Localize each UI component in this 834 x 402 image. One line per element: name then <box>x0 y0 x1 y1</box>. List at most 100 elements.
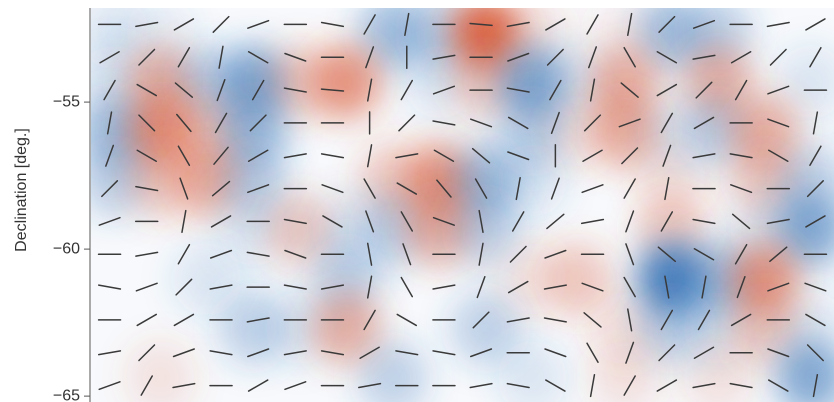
polarization-segment <box>97 284 122 290</box>
polarization-segment <box>478 209 484 233</box>
polarization-segment <box>432 120 456 126</box>
polarization-segment <box>396 313 418 327</box>
polarization-segment <box>806 180 824 198</box>
polarization-segment <box>471 147 491 164</box>
intensity-blob <box>450 192 521 267</box>
polarization-segment <box>806 344 824 362</box>
polarization-segment <box>506 317 530 323</box>
polarization-segment <box>766 218 790 225</box>
polarization-segment <box>586 342 599 364</box>
polarization-segment <box>366 275 373 299</box>
polarization-segment <box>321 184 344 194</box>
polarization-segment <box>730 313 752 327</box>
polarization-segment <box>284 52 307 62</box>
polarization-segment <box>106 111 113 135</box>
polarization-segment <box>693 116 715 130</box>
polarization-segment <box>436 179 452 198</box>
polarization-segment <box>469 382 493 389</box>
polarization-segment <box>247 348 270 358</box>
polarization-segment <box>656 83 678 97</box>
polarization-segment <box>432 216 456 226</box>
polarization-vectors <box>97 12 828 398</box>
polarization-segment <box>588 46 598 69</box>
polarization-segment <box>212 15 230 33</box>
polarization-segment <box>135 185 159 192</box>
polarization-segment <box>506 87 530 93</box>
polarization-segment <box>692 54 716 60</box>
polarization-segment <box>623 276 636 298</box>
polarization-segment <box>692 19 716 29</box>
polarization-segment <box>181 209 187 233</box>
polarization-segment <box>216 78 226 102</box>
polarization-segment <box>246 317 270 323</box>
polarization-segment <box>249 114 267 132</box>
polarization-segment <box>809 145 822 167</box>
polarization-segment <box>175 278 193 296</box>
polarization-segment <box>769 246 788 263</box>
polarization-segment <box>730 184 753 194</box>
polarization-segment <box>583 114 602 132</box>
polarization-segment <box>177 243 191 265</box>
polarization-segment <box>692 218 716 225</box>
polarization-segment <box>474 178 488 199</box>
polarization-segment <box>736 275 746 299</box>
polarization-segment <box>469 118 493 128</box>
polarization-segment <box>472 311 490 329</box>
polarization-segment <box>136 149 158 162</box>
polarization-segment <box>729 153 753 159</box>
polarization-segment <box>660 309 674 331</box>
polarization-segment <box>177 46 191 68</box>
polarization-segment <box>173 18 195 31</box>
intensity-blob <box>590 340 660 402</box>
polarization-segment <box>660 211 674 232</box>
polarization-segment <box>366 242 373 266</box>
polarization-segment <box>581 184 604 194</box>
polarization-segment <box>549 79 562 101</box>
polarization-segment <box>432 54 456 60</box>
polarization-segment <box>320 350 345 356</box>
polarization-segment <box>767 149 789 162</box>
polarization-segment <box>320 21 345 28</box>
polarization-segment <box>283 153 307 159</box>
polarization-segment <box>210 215 232 228</box>
polarization-segment <box>247 379 269 392</box>
polarization-segment <box>138 344 156 362</box>
polarization-segment <box>365 210 375 233</box>
polarization-segment <box>701 275 707 299</box>
polarization-segment <box>618 118 641 128</box>
polarization-segment <box>805 313 826 327</box>
polarization-segment <box>172 348 195 358</box>
intensity-blob <box>358 340 428 402</box>
polarization-segment <box>209 249 233 259</box>
polarization-segment <box>623 178 636 199</box>
polarization-segment <box>660 112 674 134</box>
polarization-segment <box>627 12 633 36</box>
polarization-segment <box>322 215 343 228</box>
polarization-segment <box>544 348 567 358</box>
polarization-segment <box>693 248 715 261</box>
polarization-segment <box>767 379 789 392</box>
polarization-segment <box>98 216 121 226</box>
polarization-segment <box>469 22 493 27</box>
polarization-segment <box>662 144 672 167</box>
polarization-segment <box>546 48 564 66</box>
polarization-segment <box>320 284 345 290</box>
polarization-segment <box>404 12 410 36</box>
polarization-segment <box>693 346 715 359</box>
polarization-segment <box>767 118 790 128</box>
polarization-segment <box>284 249 307 259</box>
polarization-segment <box>506 382 530 389</box>
polarization-segment <box>766 21 790 28</box>
polarization-segment <box>98 381 121 391</box>
polarization-segment <box>543 317 567 323</box>
polarization-segment <box>550 177 560 200</box>
polarization-segment <box>246 251 270 257</box>
polarization-segment <box>432 85 456 95</box>
polarization-segment <box>621 147 639 165</box>
polarization-segment <box>213 146 229 165</box>
polarization-segment <box>580 218 605 225</box>
polarization-segment <box>359 346 380 359</box>
polarization-segment <box>395 153 419 159</box>
polarization-segment <box>172 382 196 389</box>
